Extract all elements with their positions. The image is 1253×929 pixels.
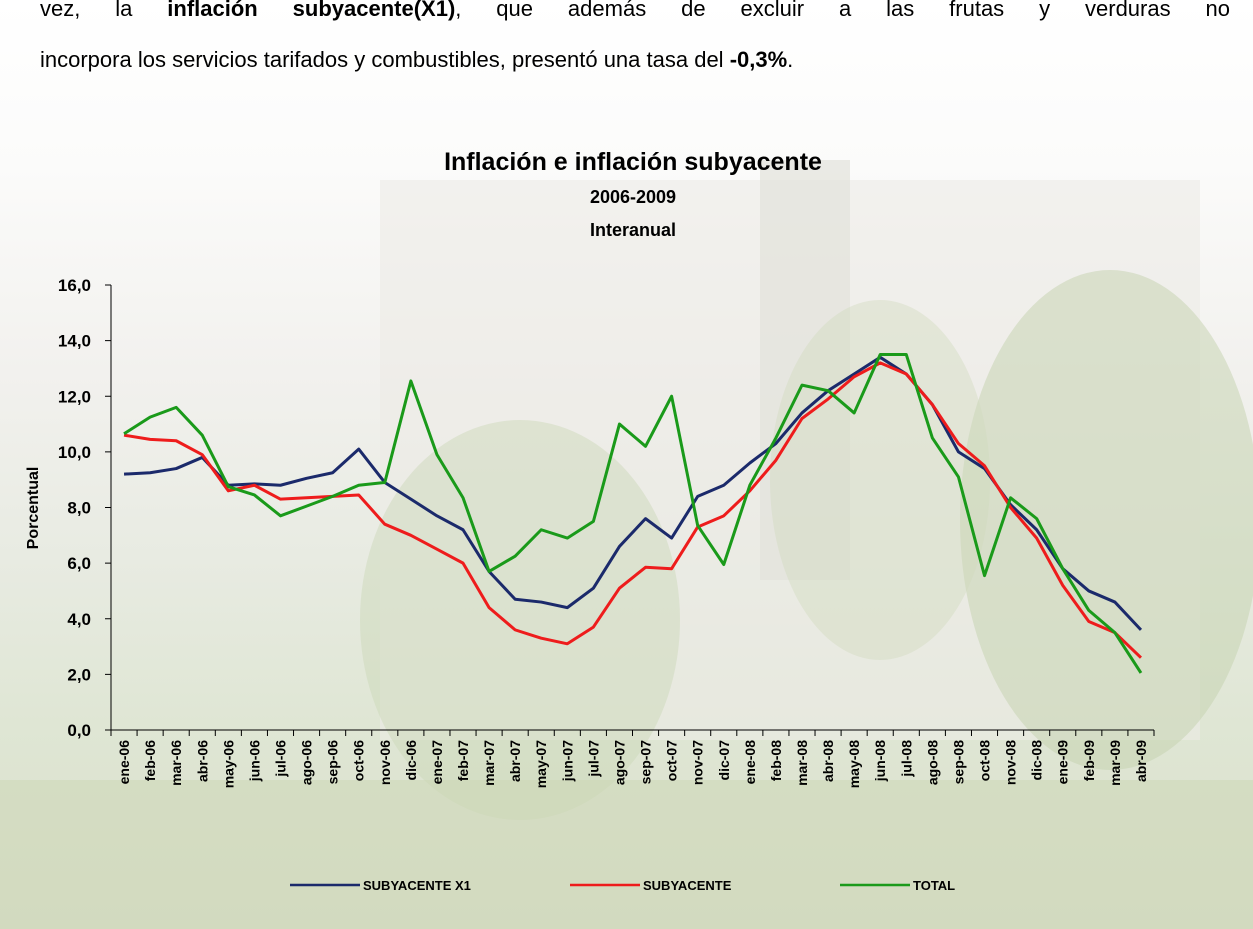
x-tick-label: mar-09 [1107,740,1123,786]
x-tick-label: feb-06 [142,740,158,781]
series-line [124,357,1141,630]
x-tick-label: dic-07 [716,740,732,781]
x-tick-label: ene-09 [1055,740,1071,785]
y-tick-label: 10,0 [58,443,91,462]
y-axis-label: Porcentual [25,467,42,550]
chart: Inflación e inflación subyacente 2006-20… [0,0,1253,929]
x-tick-label: mar-07 [481,740,497,786]
x-tick-label: feb-09 [1081,740,1097,781]
x-tick-label: ene-07 [429,740,445,785]
x-tick-label: may-07 [533,740,549,788]
chart-subtitle: Interanual [590,220,676,240]
x-tick-label: feb-07 [455,740,471,781]
x-tick-label: oct-07 [664,740,680,781]
x-tick-label: may-08 [846,740,862,788]
x-tick-label: sep-07 [638,740,654,785]
y-tick-label: 4,0 [67,610,91,629]
x-tick-label: dic-08 [1029,740,1045,781]
x-tick-label: oct-08 [977,740,993,781]
y-tick-label: 6,0 [67,554,91,573]
y-tick-label: 16,0 [58,276,91,295]
x-tick-label: feb-08 [768,740,784,781]
x-tick-label: jul-08 [898,740,914,778]
x-tick-label: nov-06 [377,740,393,785]
x-tick-label: mar-08 [794,740,810,786]
y-tick-label: 8,0 [67,499,91,518]
x-tick-label: abr-07 [507,740,523,782]
y-tick-label: 2,0 [67,665,91,684]
x-tick-label: sep-08 [950,740,966,785]
legend-label: SUBYACENTE [643,878,732,893]
x-tick-label: jun-07 [559,740,575,782]
x-tick-label: abr-06 [194,740,210,782]
x-tick-label: oct-06 [351,740,367,781]
y-tick-label: 12,0 [58,387,91,406]
page: vez, la inflación subyacente(X1), que ad… [0,0,1253,929]
x-tick-label: jul-06 [272,740,288,778]
x-tick-label: ago-08 [924,740,940,785]
x-tick-label: abr-08 [820,740,836,782]
x-tick-label: may-06 [220,740,236,788]
x-tick-label: ene-08 [742,740,758,785]
series-line [124,355,1141,673]
x-tick-label: mar-06 [168,740,184,786]
x-tick-label: ene-06 [116,740,132,785]
legend-label: SUBYACENTE X1 [363,878,471,893]
x-tick-label: jul-07 [585,740,601,778]
x-tick-label: abr-09 [1133,740,1149,782]
x-tick-label: dic-06 [403,740,419,781]
x-tick-label: ago-07 [611,740,627,785]
x-tick-label: sep-06 [325,740,341,785]
chart-subtitle: 2006-2009 [590,187,676,207]
y-tick-label: 14,0 [58,332,91,351]
series-line [124,363,1141,658]
x-tick-label: nov-08 [1003,740,1019,785]
x-tick-label: jun-08 [872,740,888,782]
legend-label: TOTAL [913,878,955,893]
x-tick-label: nov-07 [690,740,706,785]
y-tick-label: 0,0 [67,721,91,740]
x-tick-label: ago-06 [299,740,315,785]
x-tick-label: jun-06 [246,740,262,782]
chart-title: Inflación e inflación subyacente [444,148,822,176]
